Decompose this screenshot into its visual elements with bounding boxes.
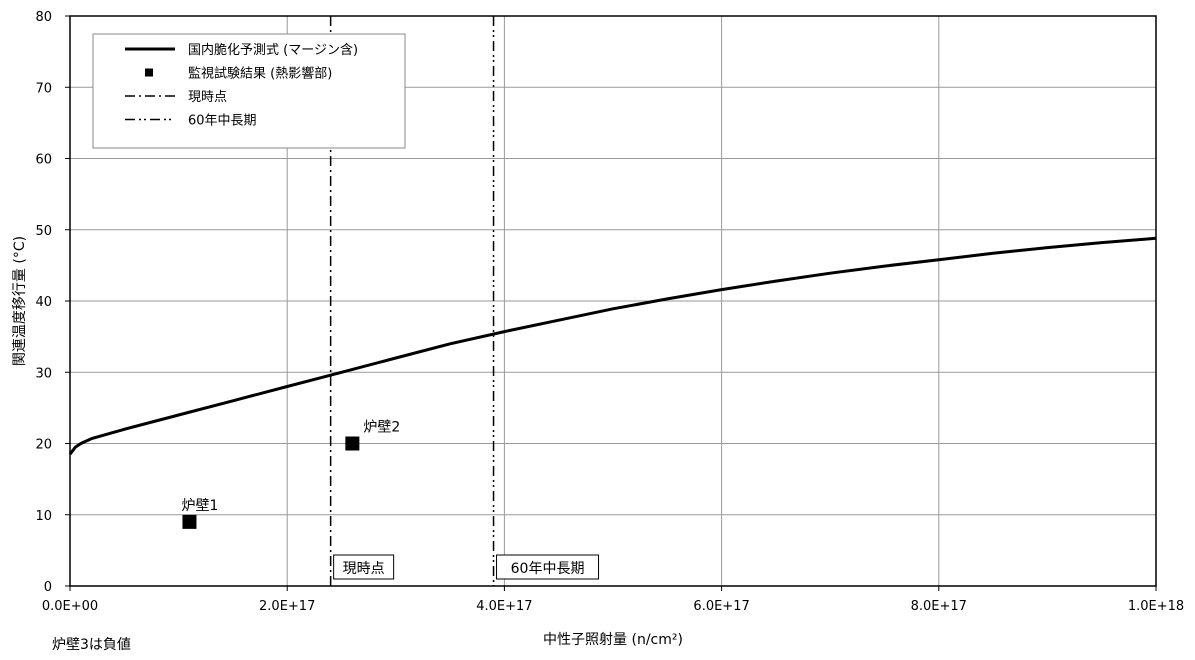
reference-vline-label-box bbox=[333, 554, 395, 580]
y-tick-label: 70 bbox=[35, 81, 52, 96]
data-point bbox=[182, 514, 197, 529]
y-tick-label: 30 bbox=[35, 366, 52, 381]
y-tick-label: 60 bbox=[35, 153, 52, 168]
y-tick-label: 20 bbox=[35, 438, 52, 453]
reference-vline-label: 60年中長期 bbox=[511, 561, 585, 577]
data-point bbox=[345, 436, 360, 451]
axes bbox=[65, 15, 1157, 591]
y-axis-title: 関連温度移行量 (°C) bbox=[12, 236, 28, 366]
x-tick-label: 2.0E+17 bbox=[259, 599, 315, 614]
y-tick-label: 50 bbox=[35, 224, 52, 239]
legend-entry-label: 国内脆化予測式 (マージン含) bbox=[188, 42, 358, 58]
x-tick-label: 6.0E+17 bbox=[693, 599, 749, 614]
prediction-curve bbox=[68, 236, 1157, 456]
x-tick-label: 1.0E+18 bbox=[1128, 599, 1184, 614]
y-tick-label: 80 bbox=[35, 10, 52, 25]
legend-entry-label: 現時点 bbox=[188, 90, 227, 105]
reference-vline-label-box bbox=[496, 554, 600, 580]
data-point-label: 炉壁1 bbox=[181, 498, 218, 514]
y-tick-label: 40 bbox=[35, 295, 52, 310]
x-tick-label: 4.0E+17 bbox=[476, 599, 532, 614]
data-point-label: 炉壁2 bbox=[363, 420, 400, 436]
legend-box bbox=[92, 33, 406, 149]
x-axis-title: 中性子照射量 (n/cm²) bbox=[543, 632, 683, 648]
legend-entry-label: 60年中長期 bbox=[188, 114, 257, 129]
legend-entry-label: 監視試験結果 (熱影響部) bbox=[188, 66, 332, 82]
footnote: 炉壁3は負値 bbox=[52, 637, 131, 653]
legend-swatch-marker bbox=[145, 68, 153, 77]
reference-vline-label: 現時点 bbox=[343, 561, 385, 577]
legend: 国内脆化予測式 (マージン含) 監視試験結果 (熱影響部) 現時点 60年中長期 bbox=[92, 33, 406, 149]
x-tick-label: 8.0E+17 bbox=[911, 599, 967, 614]
tick-labels: 0 10 20 30 40 50 60 70 80 0.0E+00 2.0E+17 4.0E+17 6.… bbox=[12, 10, 1184, 648]
x-tick-label: 0.0E+00 bbox=[42, 599, 98, 614]
y-tick-label: 0 bbox=[44, 580, 52, 595]
y-tick-label: 10 bbox=[35, 509, 52, 524]
